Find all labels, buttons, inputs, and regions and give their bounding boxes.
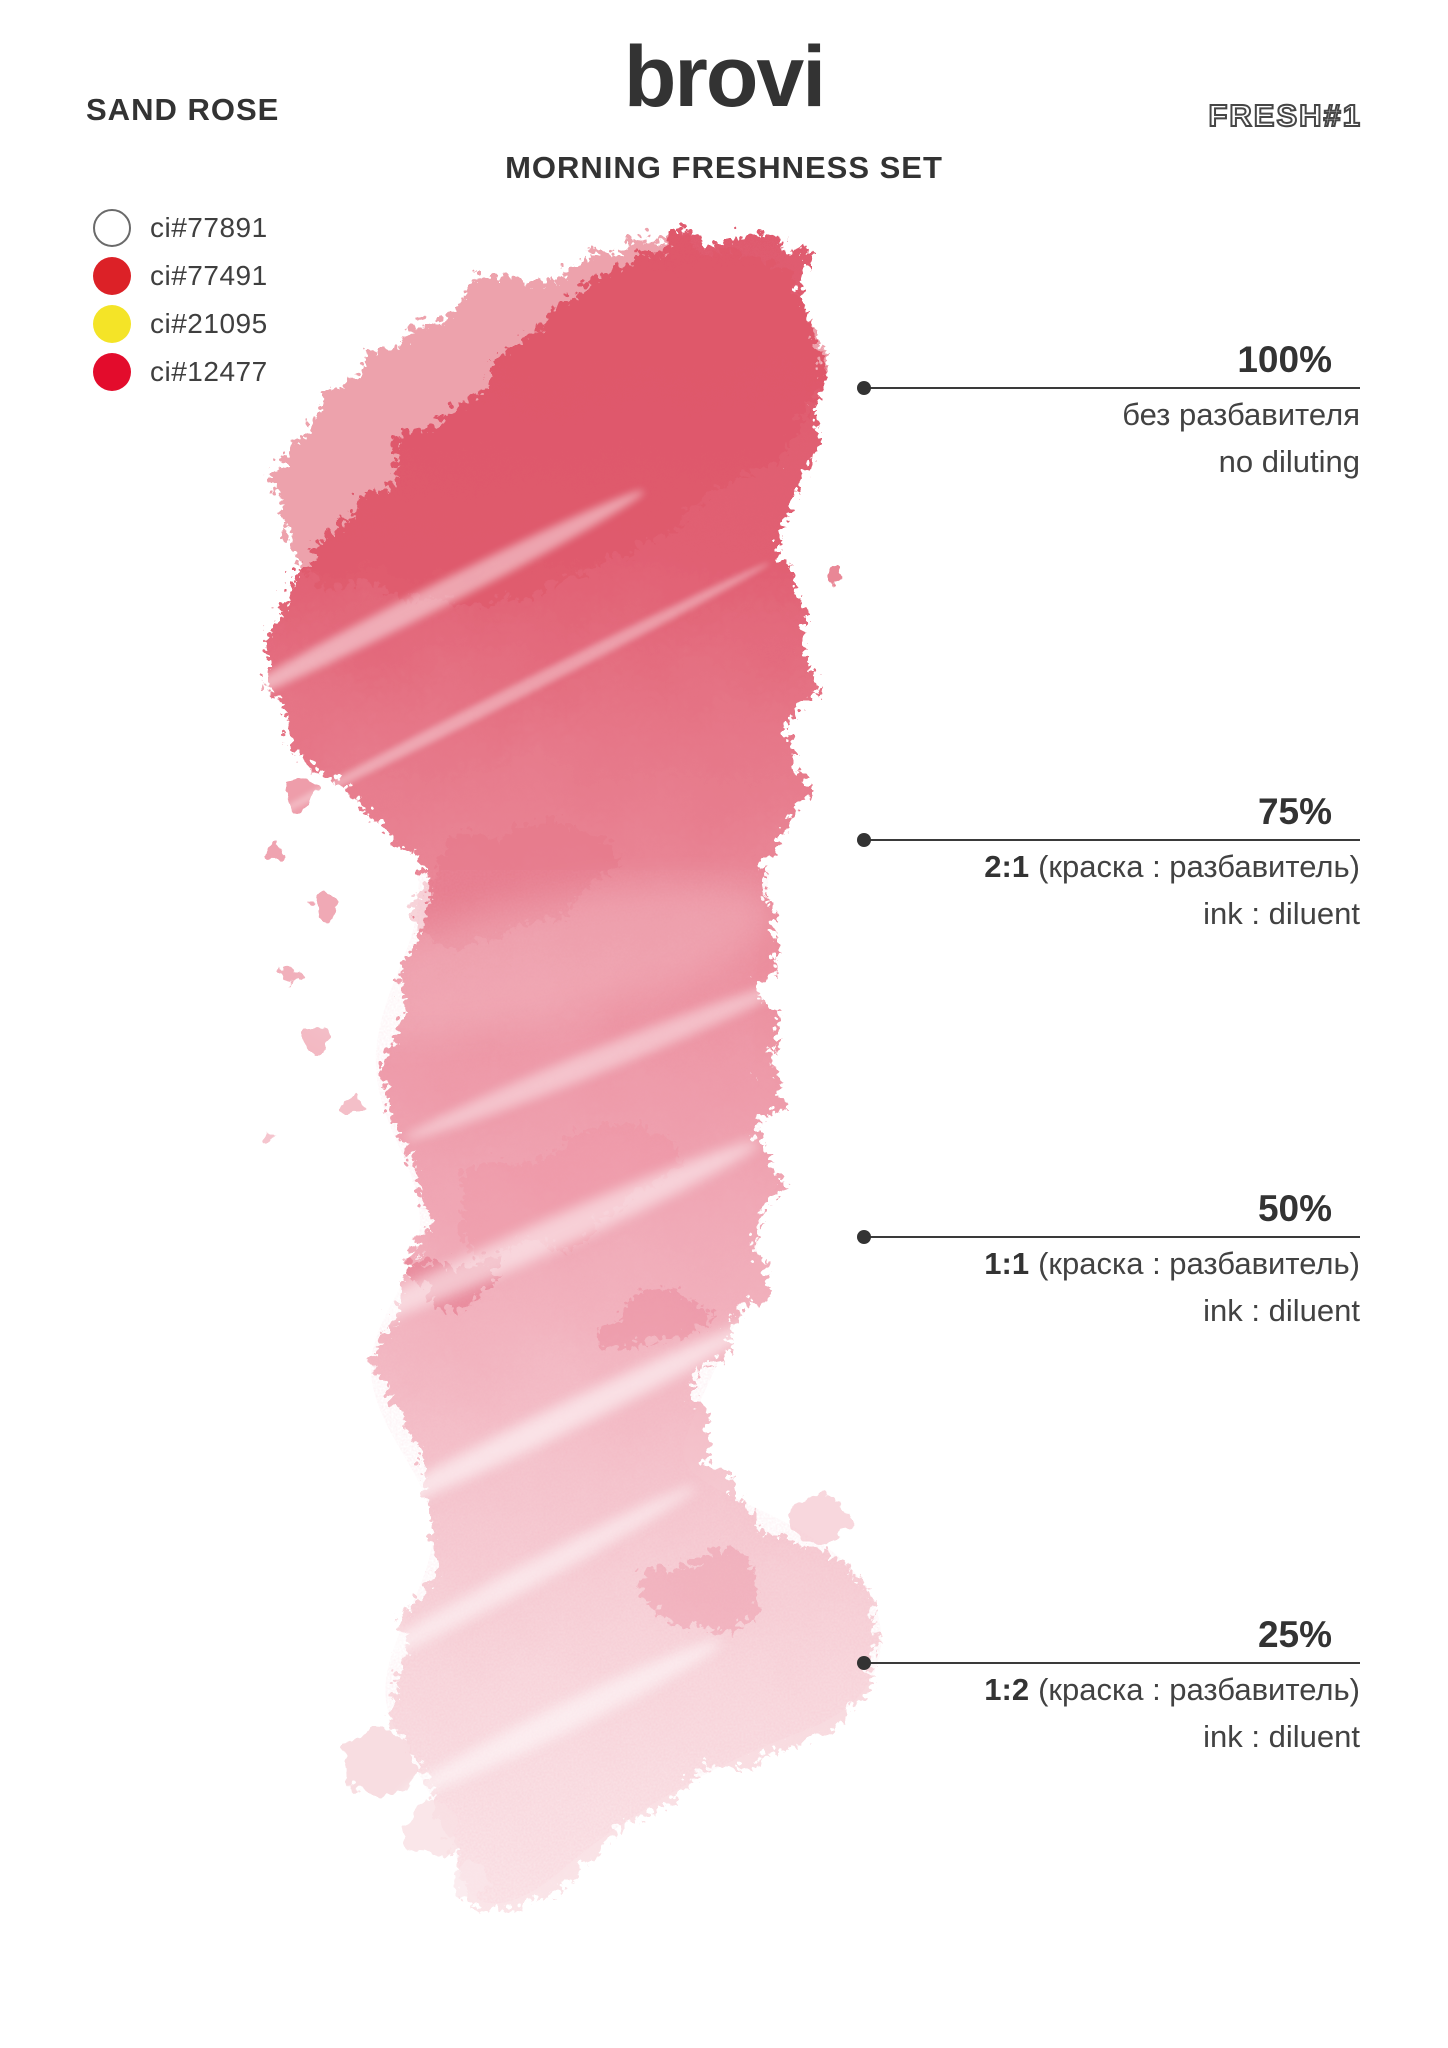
dilution-ratio-ru: 1:2 (краска : разбавитель)	[984, 1672, 1360, 1708]
dilution-ratio: 1:2	[984, 1672, 1030, 1707]
legend-color-dot	[93, 257, 131, 295]
legend-color-dot	[93, 353, 131, 391]
color-name-title: SAND ROSE	[86, 92, 280, 127]
dilution-marker-dot	[857, 1656, 871, 1670]
brand-logo: brovi	[623, 29, 826, 125]
dilution-note-en: ink : diluent	[1203, 1719, 1360, 1754]
set-name: MORNING FRESHNESS SET	[505, 150, 943, 185]
dilution-note-ru: без разбавителя	[1122, 397, 1360, 432]
dilution-note-ru: (краска : разбавитель)	[1038, 1246, 1360, 1281]
legend-item: ci#77491	[93, 252, 268, 300]
dilution-percent: 100%	[1237, 339, 1332, 380]
dilution-note-en: ink : diluent	[1203, 896, 1360, 931]
legend-item: ci#21095	[93, 300, 268, 348]
dilution-marker-dot	[857, 381, 871, 395]
dilution-line	[857, 833, 1360, 847]
legend-color-dot	[93, 209, 131, 247]
legend-code: ci#77891	[150, 212, 268, 243]
dilution-ratio-ru: без разбавителя	[1122, 397, 1360, 433]
legend-color-dot	[93, 305, 131, 343]
dilution-note-ru: (краска : разбавитель)	[1038, 1672, 1360, 1707]
legend-code: ci#12477	[150, 356, 268, 387]
dilution-ratio-ru: 1:1 (краска : разбавитель)	[984, 1246, 1360, 1282]
legend-code: ci#21095	[150, 308, 268, 339]
dilution-marker-dot	[857, 1230, 871, 1244]
dilution-line	[857, 1656, 1360, 1670]
dilution-line	[857, 381, 1360, 395]
dilution-note-en: no diluting	[1218, 444, 1360, 479]
dilution-ratio: 2:1	[984, 849, 1030, 884]
dilution-line	[857, 1230, 1360, 1244]
dilution-marker-dot	[857, 833, 871, 847]
dilution-percent: 50%	[1257, 1188, 1332, 1229]
dilution-percent: 75%	[1257, 791, 1332, 832]
collection-badge: FRESH#1	[1207, 97, 1362, 134]
dilution-percent: 25%	[1257, 1614, 1332, 1655]
dilution-note-en: ink : diluent	[1203, 1293, 1360, 1328]
dilution-note-ru: (краска : разбавитель)	[1038, 849, 1360, 884]
legend-item: ci#12477	[93, 348, 268, 396]
pigment-legend: ci#77891 ci#77491 ci#21095 ci#12477	[93, 204, 268, 396]
dilution-ratio-ru: 2:1 (краска : разбавитель)	[984, 849, 1360, 885]
legend-code: ci#77491	[150, 260, 268, 291]
dilution-ratio: 1:1	[984, 1246, 1030, 1281]
legend-item: ci#77891	[93, 204, 268, 252]
